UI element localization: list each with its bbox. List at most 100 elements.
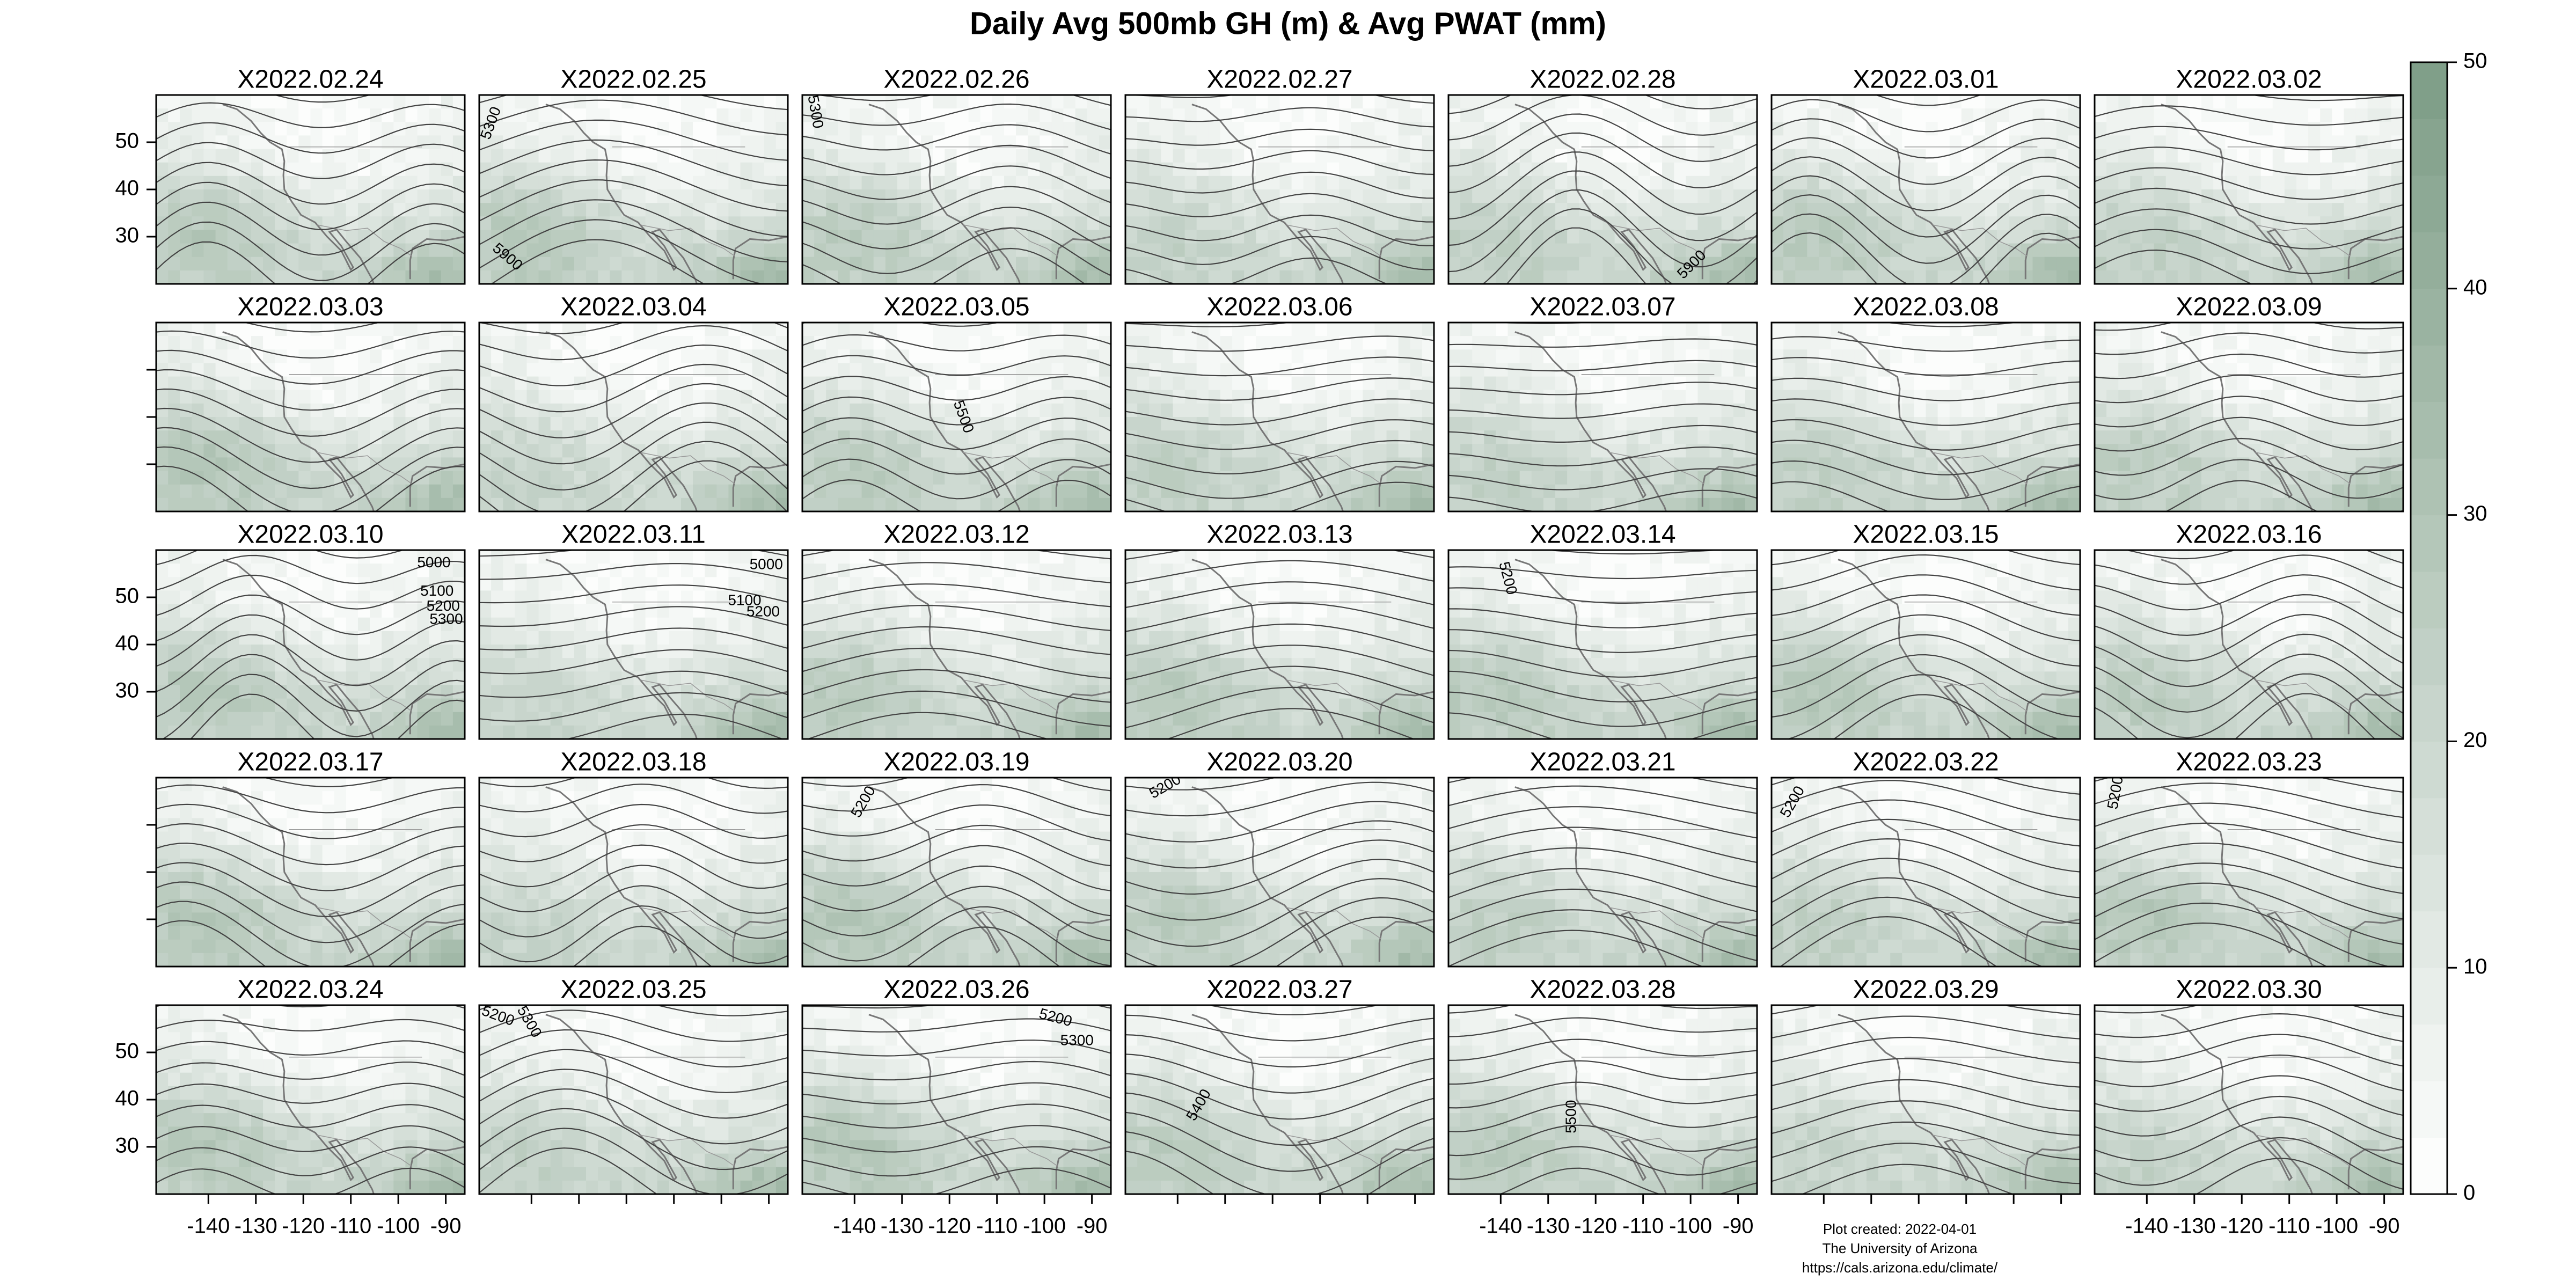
pwat-cell <box>1626 149 1639 163</box>
pwat-cell <box>645 189 658 203</box>
pwat-cell <box>1709 203 1722 217</box>
pwat-cell <box>2177 270 2190 284</box>
pwat-cell <box>1638 430 1651 444</box>
pwat-cell <box>239 363 252 377</box>
pwat-cell <box>1949 430 1962 444</box>
pwat-cell <box>1591 444 1604 458</box>
pwat-cell <box>2225 270 2237 284</box>
pwat-cell <box>1125 230 1138 244</box>
pwat-cell <box>657 376 670 391</box>
pwat-cell <box>479 471 492 485</box>
pwat-cell <box>1137 108 1150 122</box>
pwat-cell <box>1783 471 1796 485</box>
pwat-cell <box>921 122 933 136</box>
pwat-cell <box>814 471 826 485</box>
pwat-cell <box>2154 216 2167 231</box>
pwat-cell <box>1410 270 1423 284</box>
pwat-cell <box>417 484 430 499</box>
pwat-cell <box>156 122 169 136</box>
pwat-cell <box>1315 162 1328 177</box>
pwat-cell <box>1448 417 1461 431</box>
pwat-cell <box>1472 417 1484 431</box>
pwat-cell <box>610 175 622 190</box>
pwat-cell <box>2344 122 2357 136</box>
pwat-cell <box>968 243 981 258</box>
pwat-cell <box>1783 257 1796 271</box>
map-panel <box>156 95 465 284</box>
pwat-cell <box>2009 108 2022 122</box>
pwat-cell <box>814 257 826 271</box>
pwat-cell <box>598 175 610 190</box>
pwat-cell <box>1614 403 1627 418</box>
pwat-cell <box>275 390 287 404</box>
pwat-cell <box>1555 376 1568 391</box>
pwat-cell <box>479 243 492 258</box>
pwat-cell <box>873 497 886 511</box>
pwat-cell <box>1484 189 1497 203</box>
pwat-cell <box>192 417 204 431</box>
pwat-cell <box>2213 108 2226 122</box>
pwat-cell <box>1772 270 1784 284</box>
pwat-cell <box>1208 135 1221 150</box>
pwat-cell <box>1040 216 1052 231</box>
pwat-cell <box>1854 323 1867 336</box>
pwat-cell <box>251 270 264 284</box>
pwat-cell <box>2189 162 2202 177</box>
pwat-cell <box>322 149 335 163</box>
pwat-cell <box>1268 497 1280 511</box>
pwat-cell <box>669 457 682 472</box>
pwat-cell <box>1220 243 1233 258</box>
pwat-cell <box>2249 270 2262 284</box>
pwat-cell <box>2021 135 2033 150</box>
pwat-cell <box>610 122 622 136</box>
pwat-cell <box>1579 270 1591 284</box>
pwat-cell <box>1721 349 1734 364</box>
pwat-cell <box>1842 270 1855 284</box>
pwat-cell <box>1161 417 1174 431</box>
pwat-cell <box>1028 189 1040 203</box>
pwat-cell <box>1937 95 1950 109</box>
pwat-cell <box>1075 376 1088 391</box>
pwat-cell <box>1807 122 1820 136</box>
pwat-cell <box>1949 257 1962 271</box>
pwat-cell <box>2118 108 2131 122</box>
pwat-cell <box>740 257 753 271</box>
pwat-cell <box>1087 497 1100 511</box>
pwat-cell <box>1926 189 1938 203</box>
pwat-cell <box>2355 203 2368 217</box>
pwat-cell <box>405 175 418 190</box>
pwat-cell <box>1890 376 1902 391</box>
pwat-cell <box>298 471 311 485</box>
pwat-cell <box>2308 149 2321 163</box>
pwat-cell <box>1410 323 1423 336</box>
pwat-cell <box>909 430 921 444</box>
pwat-cell <box>1256 349 1268 364</box>
pwat-cell <box>621 175 634 190</box>
pwat-cell <box>1650 471 1663 485</box>
pwat-cell <box>598 203 610 217</box>
pwat-cell <box>1985 135 1997 150</box>
pwat-cell <box>2032 216 2045 231</box>
pwat-cell <box>574 95 587 109</box>
pwat-cell <box>2142 270 2155 284</box>
pwat-cell <box>2044 323 2057 336</box>
pwat-cell <box>680 417 693 431</box>
pwat-cell <box>2154 149 2167 163</box>
pwat-cell <box>586 95 598 109</box>
pwat-cell <box>168 203 180 217</box>
pwat-cell <box>861 216 874 231</box>
pwat-cell <box>586 203 598 217</box>
pwat-cell <box>287 497 299 511</box>
pwat-cell <box>1422 189 1434 203</box>
pwat-cell <box>1985 484 1997 499</box>
pwat-cell <box>192 257 204 271</box>
pwat-cell <box>370 444 382 458</box>
pwat-cell <box>310 363 323 377</box>
pwat-cell <box>562 403 575 418</box>
pwat-cell <box>215 323 228 336</box>
pwat-cell <box>610 230 622 244</box>
pwat-cell <box>1866 95 1879 109</box>
pwat-cell <box>1890 323 1902 336</box>
pwat-cell <box>1268 175 1280 190</box>
pwat-cell <box>227 376 240 391</box>
